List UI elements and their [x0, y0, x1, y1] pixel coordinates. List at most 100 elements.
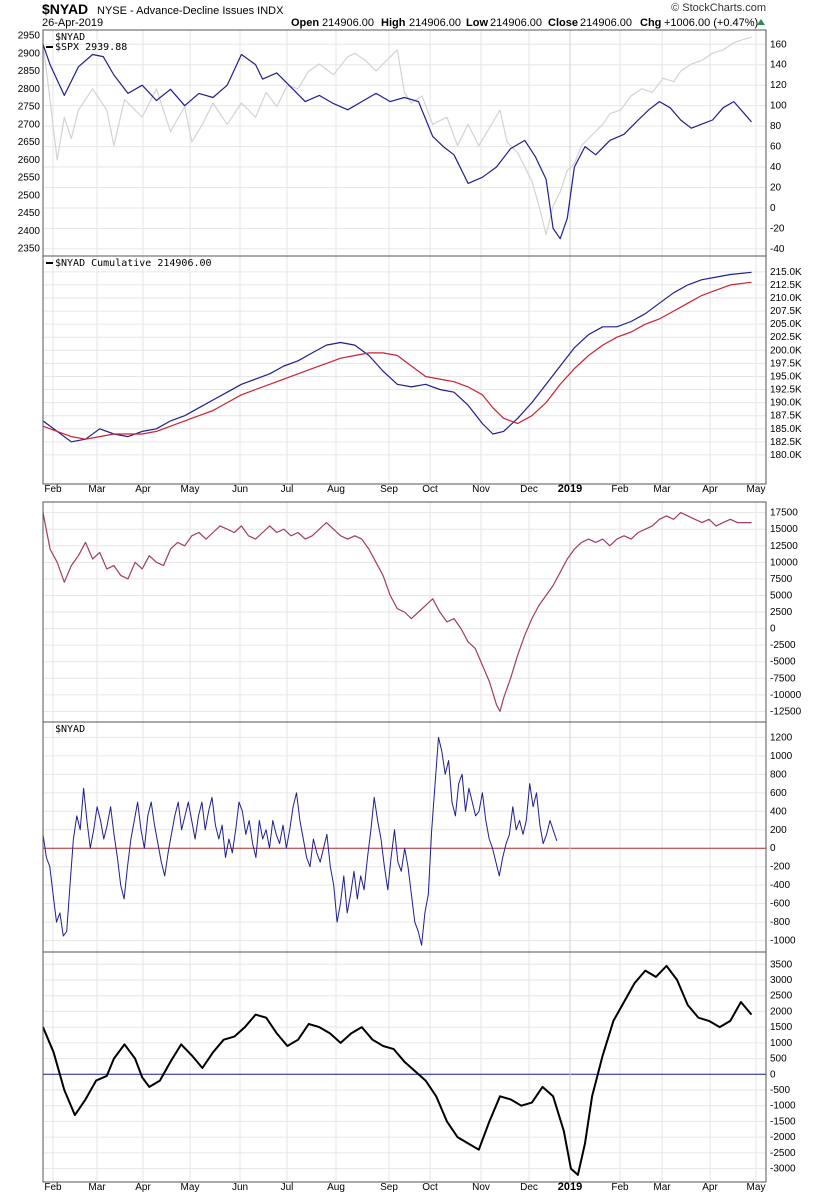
left-tick-label: 2500: [18, 190, 41, 201]
right-tick-label: -12500: [770, 706, 802, 717]
left-tick-label: 2800: [18, 84, 41, 95]
left-tick-label: 2400: [18, 226, 41, 237]
right-tick-label: 7500: [770, 574, 793, 585]
high-value: 214906.00: [409, 17, 461, 29]
right-tick-label: 60: [770, 142, 782, 153]
legend-label: $SPX 2939.88: [55, 42, 127, 53]
right-tick-label: 2000: [770, 1006, 793, 1017]
panel-frame: [42, 951, 767, 1183]
panel-frame: [42, 29, 767, 257]
series-line-0: [42, 36, 752, 236]
right-tick-label: -2500: [770, 1148, 796, 1159]
left-tick-label: 2900: [18, 48, 41, 59]
month-label: Apr: [135, 1182, 151, 1193]
left-tick-label: 2450: [18, 208, 41, 219]
month-label: Sep: [380, 484, 398, 495]
month-label: Feb: [611, 1182, 629, 1193]
low-label: Low: [466, 17, 488, 29]
month-label: May: [747, 484, 766, 495]
right-tick-label: 180.0K: [770, 450, 802, 461]
right-tick-label: -400: [770, 880, 790, 891]
month-label: Feb: [44, 484, 62, 495]
month-label: Nov: [472, 484, 490, 495]
right-tick-label: 200.0K: [770, 345, 802, 356]
high-label: High: [381, 17, 406, 29]
month-label: Apr: [702, 1182, 718, 1193]
right-tick-label: 185.0K: [770, 424, 802, 435]
right-tick-label: 17500: [770, 508, 798, 519]
right-tick-label: -600: [770, 899, 790, 910]
right-tick-label: 0: [770, 1069, 776, 1080]
close-label: Close: [548, 17, 578, 29]
right-tick-label: 2500: [770, 607, 793, 618]
right-tick-label: 40: [770, 162, 782, 173]
month-label: Dec: [520, 1182, 538, 1193]
symbol-title: $NYAD: [42, 1, 88, 17]
month-label: May: [181, 1182, 200, 1193]
right-tick-label: 80: [770, 121, 782, 132]
right-tick-label: 197.5K: [770, 358, 802, 369]
right-tick-label: 140: [770, 60, 787, 71]
left-tick-label: 2850: [18, 66, 41, 77]
series-line-1: [42, 281, 752, 440]
right-tick-label: 20: [770, 183, 782, 194]
month-label: Jun: [232, 1182, 248, 1193]
right-tick-label: -2000: [770, 1132, 796, 1143]
chart-panels: 2350 2400 2450 2500 2550 2600 2650 2700 2750 2800…: [18, 29, 802, 1193]
series-line-0: [42, 512, 752, 712]
panel-daily: -1000 -800 -600 -400 -200 0 200 400 600 800 1000 12…: [42, 721, 796, 953]
legend-label: $NYAD: [55, 724, 85, 735]
right-tick-label: 12500: [770, 541, 798, 552]
right-tick-label: -200: [770, 862, 790, 873]
month-label: Sep: [380, 1182, 398, 1193]
month-axis-2: Feb Mar Apr May Jun Jul Aug Sep Oct Nov Dec 2019 Feb…: [44, 1181, 765, 1193]
legend-label: $NYAD: [55, 32, 85, 43]
low-value: 214906.00: [490, 17, 542, 29]
quote-date: 26-Apr-2019: [42, 17, 103, 29]
month-label: 2019: [558, 1181, 582, 1193]
right-tick-label: 100: [770, 101, 787, 112]
right-tick-label: -40: [770, 244, 785, 255]
series-line-0: [42, 271, 752, 443]
left-tick-label: 2650: [18, 137, 41, 148]
right-tick-label: 182.5K: [770, 437, 802, 448]
right-tick-label: 3000: [770, 975, 793, 986]
month-label: Oct: [422, 484, 438, 495]
right-tick-label: 800: [770, 769, 787, 780]
right-tick-label: 500: [770, 1054, 787, 1065]
month-label: Aug: [327, 484, 345, 495]
panel-frame: [42, 721, 767, 953]
left-tick-label: 2750: [18, 102, 41, 113]
up-arrow-icon: [757, 19, 765, 25]
right-tick-label: 200: [770, 825, 787, 836]
month-label: 2019: [558, 483, 582, 495]
right-tick-label: -5000: [770, 657, 796, 668]
right-tick-label: 215.0K: [770, 267, 802, 278]
series-line-0: [42, 736, 558, 946]
panel-frame: [42, 255, 767, 485]
month-label: Dec: [520, 484, 538, 495]
month-label: Aug: [327, 1182, 345, 1193]
right-tick-label: 0: [770, 203, 776, 214]
right-tick-label: -1000: [770, 1101, 796, 1112]
right-tick-label: 0: [770, 624, 776, 635]
chg-label: Chg: [640, 17, 661, 29]
right-tick-label: -1000: [770, 936, 796, 947]
right-tick-label: 160: [770, 39, 787, 50]
month-label: Mar: [653, 484, 671, 495]
right-tick-label: -500: [770, 1085, 790, 1096]
right-tick-label: 600: [770, 788, 787, 799]
month-axis-1: Feb Mar Apr May Jun Jul Aug Sep Oct Nov Dec 2019 Feb…: [44, 483, 765, 495]
month-label: Mar: [653, 1182, 671, 1193]
chg-value: +1006.00 (+0.47%): [664, 17, 758, 29]
right-tick-label: 190.0K: [770, 398, 802, 409]
right-tick-label: -10000: [770, 690, 802, 701]
right-tick-label: 202.5K: [770, 332, 802, 343]
right-tick-label: -800: [770, 917, 790, 928]
right-tick-label: -3000: [770, 1164, 796, 1175]
right-tick-label: 1000: [770, 751, 793, 762]
panel-smoothed: -3000 -2500 -2000 -1500 -1000 -500 0 500 1000 150…: [42, 951, 796, 1183]
right-tick-label: -20: [770, 223, 785, 234]
close-value: 214906.00: [580, 17, 632, 29]
